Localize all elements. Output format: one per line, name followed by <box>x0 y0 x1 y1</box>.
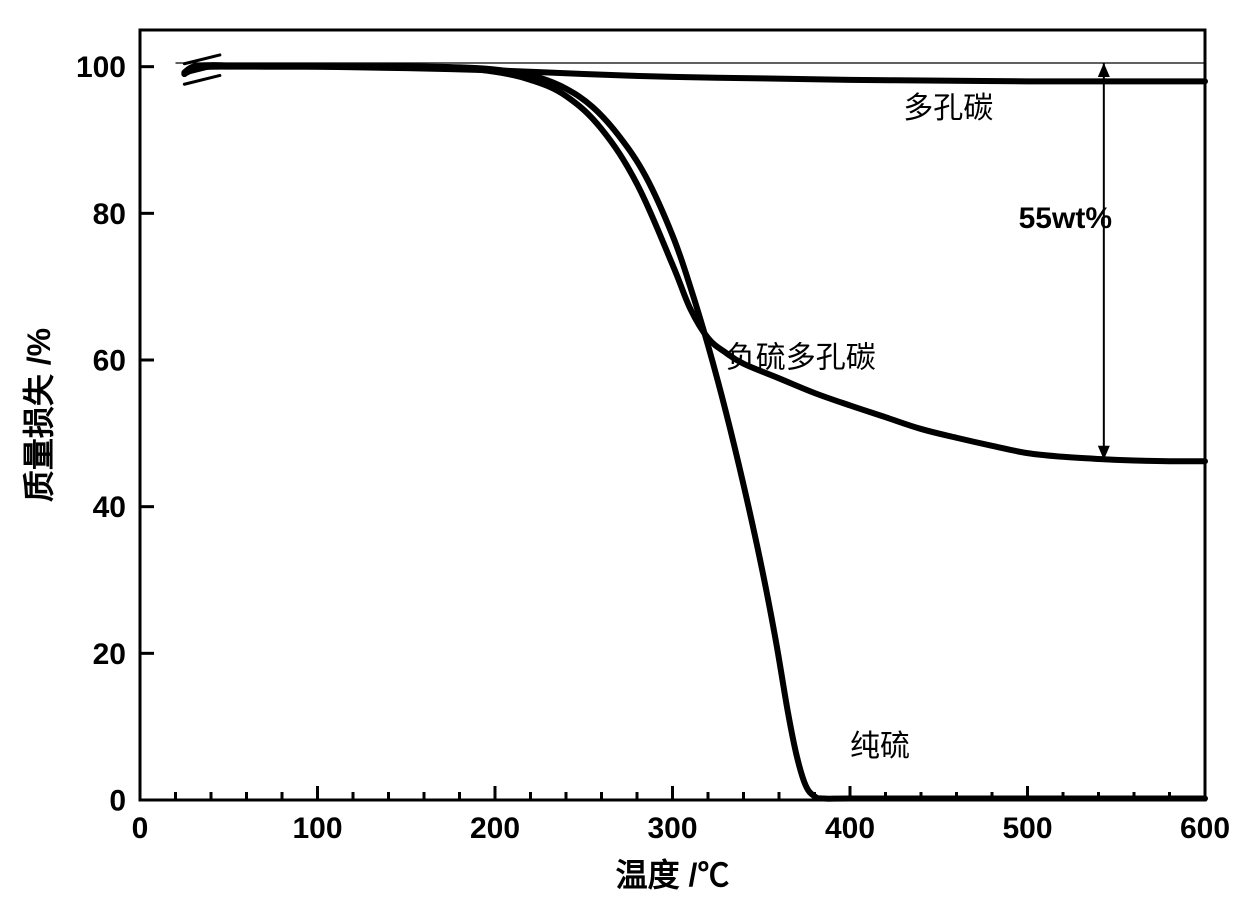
tga-chart: 0 100 200 300 400 500 600 0 20 40 60 80 100 多孔碳负硫多孔碳纯… <box>0 0 1240 914</box>
y-tick-label: 100 <box>76 51 126 84</box>
y-tick-label: 60 <box>93 345 126 378</box>
y-tick-label: 80 <box>93 198 126 231</box>
x-tick-label: 200 <box>470 812 520 845</box>
delta-label: 55wt% <box>1019 202 1112 235</box>
x-tick-label: 300 <box>647 812 697 845</box>
series-label: 负硫多孔碳 <box>726 341 876 374</box>
series-label: 纯硫 <box>850 730 910 763</box>
y-axis-label: 质量损失 /% <box>21 328 57 502</box>
y-tick-label: 20 <box>93 638 126 671</box>
x-tick-label: 600 <box>1180 812 1230 845</box>
x-tick-label: 100 <box>292 812 342 845</box>
y-tick-label: 40 <box>93 491 126 524</box>
x-axis-label: 温度 /℃ <box>616 857 730 893</box>
series-label: 多孔碳 <box>903 92 993 125</box>
x-tick-label: 500 <box>1002 812 1052 845</box>
x-tick-label: 400 <box>825 812 875 845</box>
y-tick-label: 0 <box>109 785 126 818</box>
x-tick-label: 0 <box>132 812 149 845</box>
